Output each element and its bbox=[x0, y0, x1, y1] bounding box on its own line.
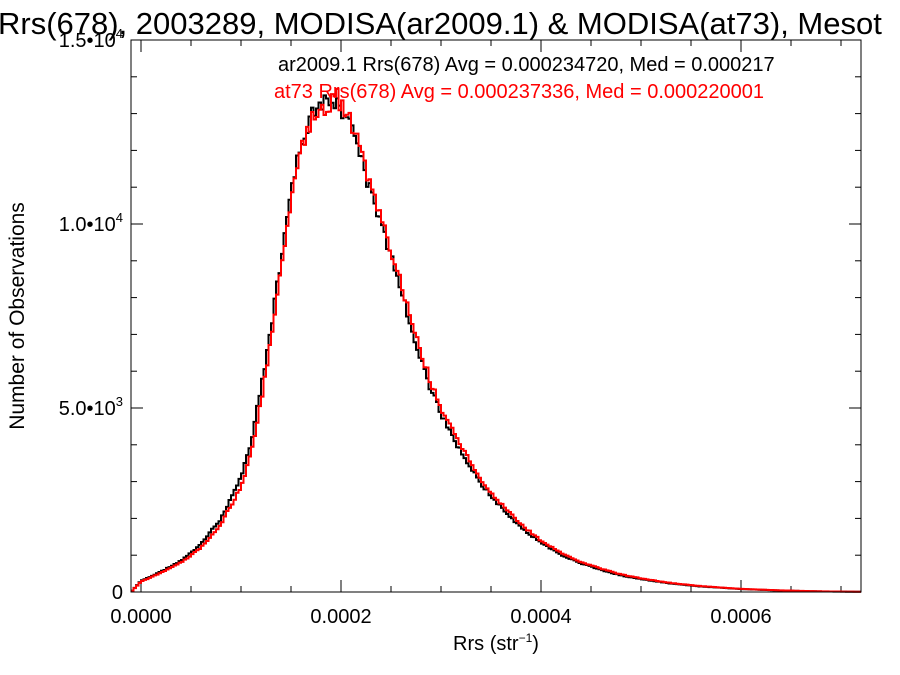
series-line-ar2009.1 bbox=[131, 94, 861, 593]
x-tick-label: 0.0000 bbox=[110, 606, 171, 628]
x-tick-label: 0.0004 bbox=[510, 606, 571, 628]
x-axis-label-main: Rrs (str bbox=[453, 633, 519, 655]
y-tick-exponent: 4 bbox=[116, 210, 123, 225]
y-tick-exponent: 3 bbox=[116, 394, 123, 409]
y-tick-mantissa: 1.5•10 bbox=[59, 30, 116, 52]
y-tick-mantissa: 0 bbox=[112, 582, 123, 604]
y-tick-label: 1.5•104 bbox=[59, 26, 123, 52]
series-line-at73 bbox=[131, 87, 861, 593]
y-tick-mantissa: 5.0•10 bbox=[59, 398, 116, 420]
y-tick-label: 0 bbox=[112, 582, 123, 604]
chart-title: Rrs(678), 2003289, MODISA(ar2009.1) & MO… bbox=[0, 6, 882, 41]
y-tick-exponent: 4 bbox=[116, 26, 123, 41]
x-axis-label: Rrs (str−1) bbox=[453, 631, 539, 655]
y-tick-label: 5.0•103 bbox=[59, 394, 123, 420]
y-axis-label: Number of Observations bbox=[6, 202, 29, 430]
y-tick-label: 1.0•104 bbox=[59, 210, 123, 236]
x-tick-label: 0.0002 bbox=[310, 606, 371, 628]
legend-entry-at73: at73 Rrs(678) Avg = 0.000237336, Med = 0… bbox=[274, 81, 764, 103]
axis-ticks bbox=[131, 39, 861, 593]
legend-entry-ar2009: ar2009.1 Rrs(678) Avg = 0.000234720, Med… bbox=[278, 54, 775, 76]
y-tick-mantissa: 1.0•10 bbox=[59, 214, 116, 236]
series-layer bbox=[131, 87, 861, 593]
x-axis-label-close: ) bbox=[532, 633, 539, 655]
x-axis-label-sup: −1 bbox=[519, 631, 533, 645]
x-tick-label: 0.0006 bbox=[710, 606, 771, 628]
x-tick-labels: 0.0000 0.0002 0.0004 0.0006 bbox=[110, 606, 771, 628]
plot-frame bbox=[130, 39, 862, 593]
